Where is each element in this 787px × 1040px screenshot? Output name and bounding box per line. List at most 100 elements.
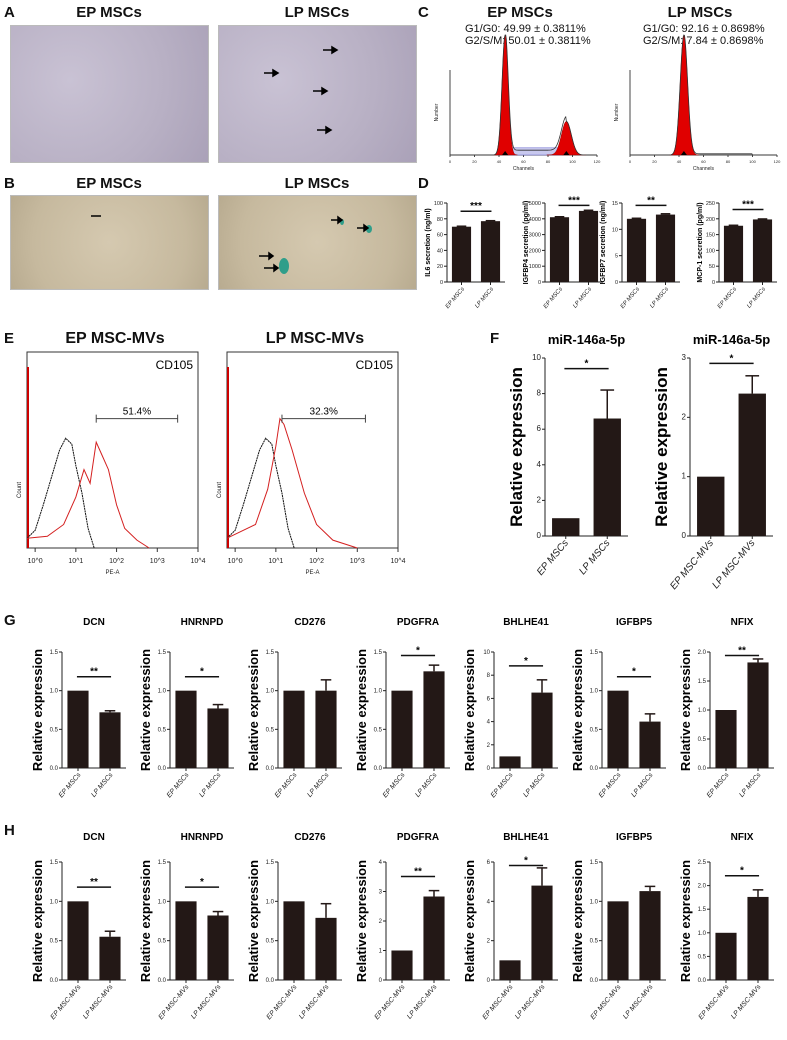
bar: [283, 901, 305, 980]
bar: [99, 712, 121, 768]
bar: [578, 210, 599, 282]
x-tick-label: 10^4: [391, 558, 406, 565]
x-tick-label: 80: [726, 159, 731, 164]
y-tick-label: 1.5: [266, 650, 275, 656]
y-axis-label: Relative expression: [652, 367, 671, 527]
y-tick-label: 0.0: [266, 766, 275, 772]
y-tick-label: 8: [537, 389, 542, 398]
panel-label-d: D: [418, 175, 429, 192]
y-axis-label: Relative expression: [138, 649, 153, 771]
bar: [639, 721, 661, 768]
micrograph-lp-mscs: [218, 25, 417, 163]
significance-marker: **: [414, 866, 422, 877]
x-tick-label: EP MSC-MVs: [266, 983, 299, 1021]
x-tick-label: 10^2: [309, 558, 324, 565]
bar: [747, 662, 769, 768]
panel-label-h: H: [4, 822, 15, 839]
panel-g-hnrnpd-chart: HNRNPD Relative expression 0.0 0.5 1.0 1.5 EP …: [138, 617, 234, 799]
significance-marker: *: [200, 667, 204, 678]
cell-cycle-stats-ep: G1/G0: 49.99 ± 0.3811% G2/S/M: 50.01 ± 0…: [465, 23, 591, 47]
bar: [315, 690, 337, 768]
y-tick-label: 4: [487, 899, 491, 905]
arrow-icon: [313, 86, 329, 96]
y-tick-label: 100: [706, 248, 715, 254]
y-tick-label: 0.5: [266, 939, 275, 945]
y-axis-label: Relative expression: [570, 649, 585, 771]
y-tick-label: 0.5: [50, 727, 59, 733]
x-axis-label: PE-A: [105, 570, 119, 575]
x-axis-label: Channels: [513, 166, 535, 172]
panel-a-title-lp: LP MSCs: [284, 4, 350, 21]
y-tick-label: 0: [440, 280, 443, 286]
y-tick-label: 1.0: [158, 899, 167, 905]
y-tick-label: 0.0: [50, 766, 59, 772]
y-axis-label: Number: [614, 103, 620, 121]
y-tick-label: 1: [682, 472, 687, 481]
x-tick-label: EP MSCs: [543, 286, 564, 310]
y-axis-label: Number: [434, 103, 440, 121]
x-tick-label: LP MSCs: [522, 771, 547, 798]
mir146a-mvs-chart: miR-146a-5p Relative expression 0 1 2 3 EP MSC…: [652, 332, 773, 592]
bar: [499, 756, 521, 768]
panel-h-pdgfra-chart: PDGFRA Relative expression 0 1 2 3 4 EP MSC-MVs…: [354, 832, 450, 1021]
bar: [531, 692, 553, 768]
histogram-outline: [630, 34, 777, 156]
panel-c-title-ep: EP MSCs: [487, 4, 553, 21]
y-tick-label: 50: [709, 264, 715, 270]
bar: [99, 936, 121, 980]
panel-g-nfix-chart: NFIX Relative expression 0.0 0.5 1.0 1.5 2.0 EP…: [678, 617, 774, 799]
sa-beta-gal-ep-mscs: [10, 195, 209, 290]
peak-marker-icon: [502, 151, 509, 155]
y-tick-label: 0.5: [266, 727, 275, 733]
significance-marker: *: [200, 877, 204, 888]
y-tick-label: 1000: [529, 264, 541, 270]
x-tick-label: EP MSCs: [535, 538, 571, 578]
arrow-icon: [264, 263, 280, 273]
peak-marker-icon: [563, 151, 570, 155]
y-axis-label: Relative expression: [570, 860, 585, 982]
igfbp4-chart: IGFBP4 secretion (pg/ml) 0 1000 2000 3000 400…: [523, 195, 603, 310]
chart-title: DCN: [83, 617, 105, 628]
x-tick-label: 10^0: [28, 558, 43, 565]
chart-title: DCN: [83, 832, 105, 843]
y-tick-label: 2.0: [698, 884, 707, 890]
y-axis-label: MCP-1 secretion (pg/ml): [697, 202, 704, 282]
x-tick-label: 10^4: [191, 558, 206, 565]
significance-marker: *: [524, 856, 528, 867]
x-tick-label: EP MSC-MVs: [374, 983, 407, 1021]
y-tick-label: 0.5: [698, 737, 707, 743]
panel-h-nfix-chart: NFIX Relative expression 0.0 0.5 1.0 1.5 2.0 2.…: [678, 832, 774, 1021]
bar: [283, 690, 305, 768]
y-tick-label: 0: [538, 280, 541, 286]
y-tick-label: 1.5: [158, 860, 167, 866]
x-tick-label: 120: [774, 159, 781, 164]
x-tick-label: EP MSCs: [382, 771, 407, 799]
y-tick-label: 0.5: [158, 939, 167, 945]
plot-frame: [226, 351, 399, 549]
x-tick-label: LP MSCs: [577, 538, 612, 577]
y-axis-label: Relative expression: [30, 649, 45, 771]
significance-marker: *: [416, 645, 420, 656]
panel-label-b: B: [4, 175, 15, 192]
y-axis-label: Relative expression: [507, 367, 526, 527]
y-tick-label: 0.0: [50, 978, 59, 984]
chart-title: CD276: [294, 617, 326, 628]
y-tick-label: 10: [612, 227, 618, 233]
chart-title: BHLHE41: [503, 617, 549, 628]
x-tick-label: 80: [546, 159, 551, 164]
y-tick-label: 0.5: [50, 939, 59, 945]
panel-g-bhlhe41-chart: BHLHE41 Relative expression 0 2 4 6 8 10 EP MSCs…: [462, 617, 558, 799]
arrow-icon: [317, 125, 333, 135]
y-tick-label: 0.0: [158, 978, 167, 984]
bar: [715, 932, 737, 980]
y-tick-label: 2: [487, 939, 491, 945]
y-axis-label: Count: [17, 482, 23, 498]
y-axis-label: Count: [217, 482, 223, 498]
cell-cycle-stats-lp: G1/G0: 92.16 ± 0.8698% G2/S/M: 7.84 ± 0.…: [643, 23, 765, 47]
cell-cycle-chart-lp: Number Channels 0 20 40 60 80 100 120: [614, 34, 781, 172]
stained-cell: [279, 258, 289, 274]
peak-g1g0: [492, 34, 518, 156]
y-tick-label: 1.0: [374, 689, 383, 695]
y-tick-label: 0.0: [698, 978, 707, 984]
y-tick-label: 2.5: [698, 860, 707, 866]
